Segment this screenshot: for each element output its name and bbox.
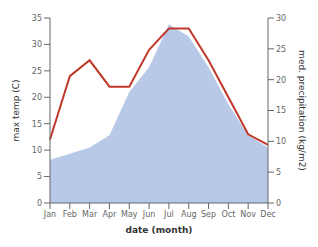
svg-text:date (month): date (month) bbox=[126, 225, 193, 235]
svg-text:Feb: Feb bbox=[63, 210, 77, 219]
svg-text:Jan: Jan bbox=[43, 210, 56, 219]
svg-text:Jul: Jul bbox=[163, 210, 174, 219]
svg-text:25: 25 bbox=[276, 45, 286, 54]
svg-text:Sep: Sep bbox=[201, 210, 216, 219]
svg-text:0: 0 bbox=[276, 199, 281, 208]
svg-text:Apr: Apr bbox=[103, 210, 118, 219]
svg-text:35: 35 bbox=[32, 14, 42, 23]
svg-text:Oct: Oct bbox=[221, 210, 235, 219]
svg-text:30: 30 bbox=[276, 14, 286, 23]
svg-text:max temp (C): max temp (C) bbox=[11, 79, 21, 141]
svg-text:Aug: Aug bbox=[181, 210, 197, 219]
svg-text:15: 15 bbox=[276, 106, 286, 115]
svg-text:Jun: Jun bbox=[142, 210, 156, 219]
svg-text:0: 0 bbox=[37, 199, 42, 208]
svg-text:Nov: Nov bbox=[240, 210, 256, 219]
svg-text:30: 30 bbox=[32, 40, 42, 49]
svg-text:med. precipitation (kg/m2): med. precipitation (kg/m2) bbox=[297, 50, 307, 171]
svg-text:10: 10 bbox=[276, 137, 286, 146]
svg-text:10: 10 bbox=[32, 146, 42, 155]
svg-text:May: May bbox=[121, 210, 138, 219]
svg-text:20: 20 bbox=[276, 76, 286, 85]
svg-text:5: 5 bbox=[276, 168, 281, 177]
svg-text:25: 25 bbox=[32, 67, 42, 76]
svg-text:Dec: Dec bbox=[260, 210, 275, 219]
svg-text:Mar: Mar bbox=[82, 210, 98, 219]
svg-text:5: 5 bbox=[37, 172, 42, 181]
svg-text:20: 20 bbox=[32, 93, 42, 102]
svg-text:15: 15 bbox=[32, 120, 42, 129]
